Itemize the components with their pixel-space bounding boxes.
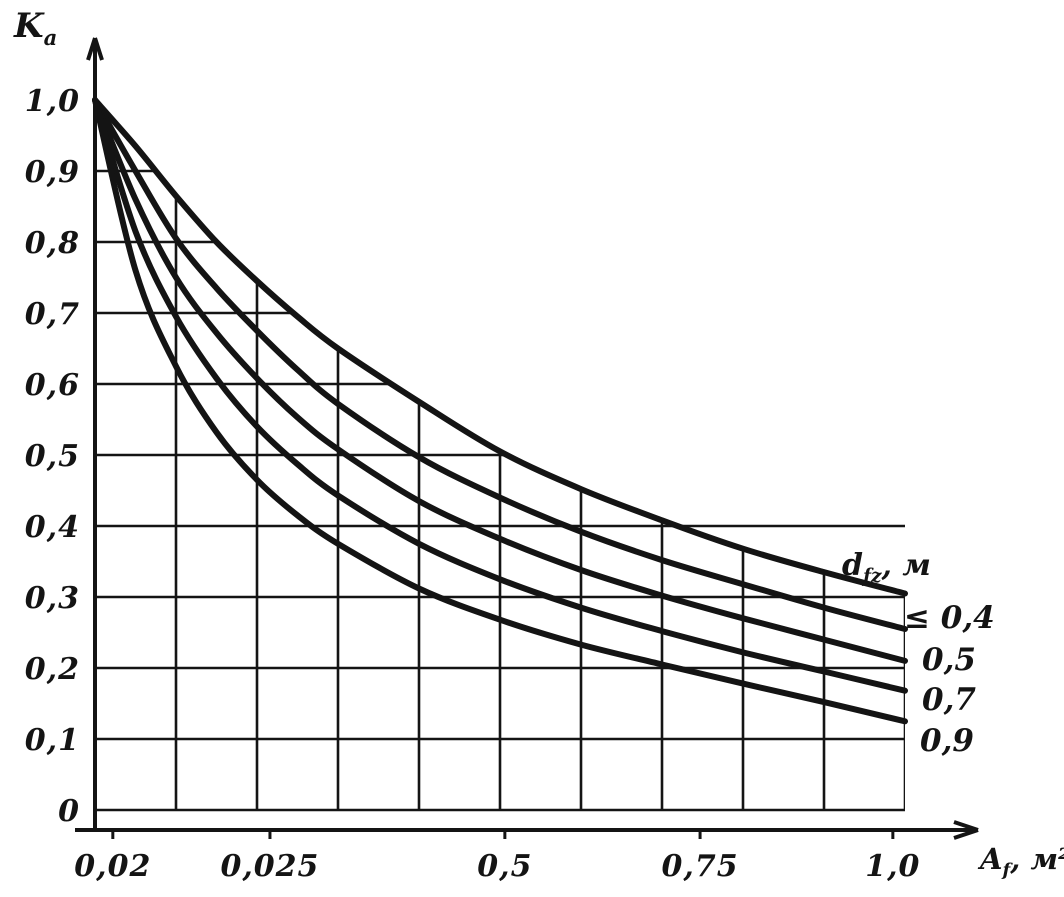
y-tick-label: 0,6 [25,368,80,403]
y-tick-label: 0,1 [25,723,80,758]
x-axis-title-sub: f [1002,859,1011,881]
x-tick-label: 1,0 [865,849,920,884]
legend-label-d-0.9: 0,9 [920,723,974,759]
axes [75,37,979,840]
x-tick-label: 0,75 [662,849,739,884]
grid-upper [95,100,905,810]
legend-title-main: d [842,548,863,583]
y-axis-title: Ka [14,6,57,50]
legend-label-d-0.5: 0,5 [922,642,976,678]
curve-series-3 [92,97,908,694]
grid-lower [95,524,905,812]
y-tick-label: 0,4 [25,510,80,545]
curve-series-4 [92,97,908,725]
curve-series-1 [92,97,908,632]
y-axis-arrow [86,37,104,61]
y-tick-label: 0,8 [25,226,80,261]
legend-title-unit: , м [881,548,931,583]
x-tick-marks [111,830,895,839]
x-axis-title: Af, м² [980,842,1064,881]
y-tick-label: 1,0 [25,84,80,119]
x-tick-label: 0,025 [220,849,319,884]
legend-title: dfz, м [842,548,931,587]
x-tick-label: 0,5 [477,849,532,884]
x-axis-arrow [953,820,979,840]
y-axis-title-main: K [14,6,44,46]
y-tick-label: 0,5 [25,439,80,474]
legend-label-d-0.7: 0,7 [922,682,976,718]
x-axis-title-unit: , м² [1010,842,1064,876]
y-tick-label: 0,7 [25,297,80,332]
x-tick-label: 0,02 [74,849,151,884]
y-tick-label: 0,2 [25,652,80,687]
legend-title-sub: fz [862,566,882,587]
y-tick-label: 0,3 [25,581,80,616]
y-axis-title-sub: a [43,24,58,50]
legend-label-d-0.4: ≤ 0,4 [904,600,995,636]
y-tick-label: 0 [58,794,80,829]
curve-series-2 [92,97,908,664]
curve-series-0 [92,97,908,597]
x-axis-title-main: A [980,842,1003,876]
y-tick-label: 0,9 [25,155,80,190]
